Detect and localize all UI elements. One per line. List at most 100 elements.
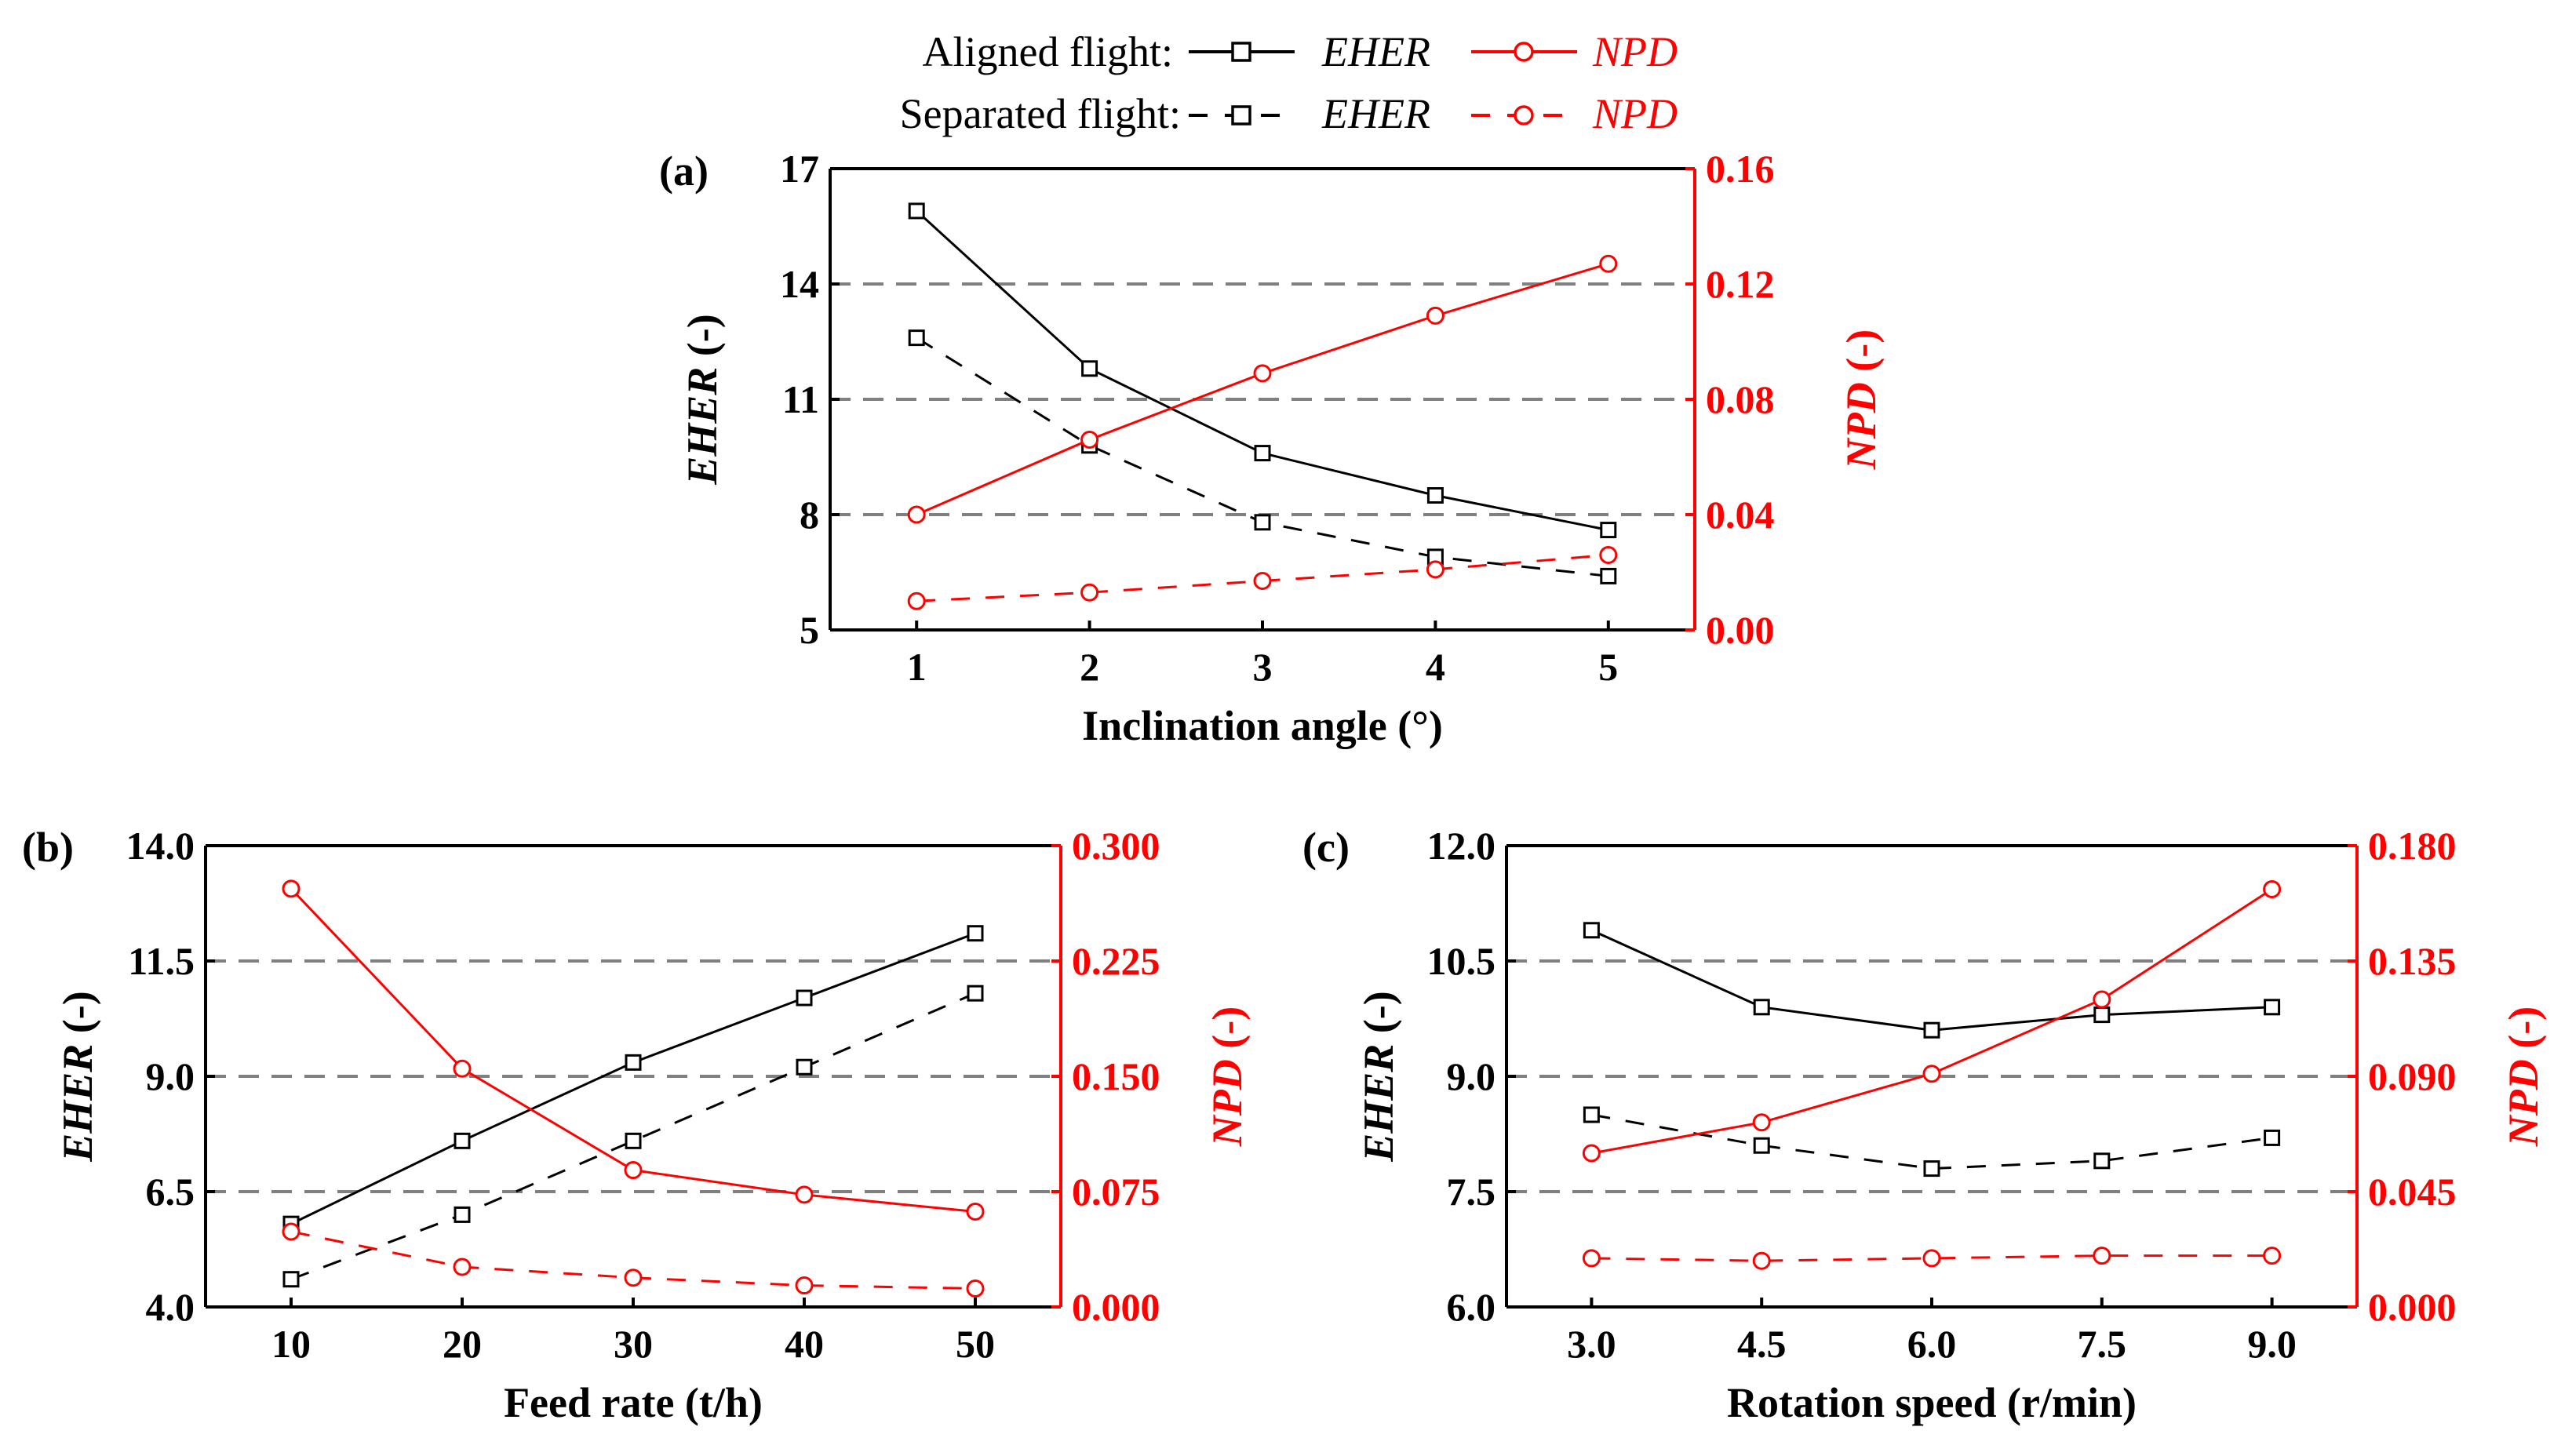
y-left-tick-label-b-2: 9.0 — [146, 1054, 195, 1098]
y-left-tick-label-a-0: 5 — [800, 608, 819, 652]
x-axis-title-b: Feed rate (t/h) — [504, 1379, 763, 1426]
marker-c-2-0 — [1582, 1144, 1601, 1163]
y-left-axis-title-a: EHER (-) — [679, 314, 726, 486]
y-right-axis-title-c: NPD (-) — [2500, 1006, 2547, 1147]
marker-b-3-2 — [624, 1269, 643, 1287]
legend-aligned-npd-marker — [1514, 42, 1534, 62]
y-right-tick-label-c-1: 0.045 — [2368, 1170, 2457, 1214]
y-left-axis-title-b: EHER (-) — [54, 991, 101, 1163]
y-left-axis-title-var-b: EHER — [54, 1044, 101, 1163]
legend-separated-npd-marker — [1514, 105, 1534, 126]
y-left-tick-label-c-1: 7.5 — [1447, 1170, 1496, 1214]
y-right-axis-title-b: NPD (-) — [1204, 1006, 1251, 1147]
marker-a-3-3 — [1426, 560, 1444, 579]
marker-c-2-2 — [1922, 1065, 1941, 1083]
series-line-b-1 — [290, 992, 976, 1281]
series-line-c-0 — [1590, 929, 2272, 1032]
y-right-tick-label-a-2: 0.08 — [1706, 377, 1775, 421]
series-line-b-0 — [290, 932, 976, 1225]
x-axis-title-a: Inclination angle (°) — [1082, 702, 1443, 749]
marker-b-3-0 — [282, 1222, 301, 1241]
x-tick-label-b-1: 20 — [443, 1322, 482, 1366]
marker-a-0-4 — [1600, 522, 1617, 539]
marker-b-1-1 — [454, 1206, 471, 1223]
panel-label-c: (c) — [1302, 824, 1350, 871]
marker-a-3-2 — [1253, 572, 1272, 591]
y-right-axis-title-unit-c: (-) — [2500, 1006, 2547, 1059]
marker-a-2-4 — [1599, 254, 1618, 273]
marker-c-2-4 — [2263, 880, 2282, 899]
series-line-a-2 — [916, 262, 1609, 516]
marker-b-2-0 — [282, 879, 301, 898]
marker-b-3-4 — [966, 1279, 985, 1298]
legend-aligned-label: Aligned flight: — [923, 28, 1173, 75]
marker-c-0-3 — [2093, 1006, 2111, 1024]
marker-a-0-1 — [1081, 360, 1098, 377]
marker-c-3-4 — [2263, 1247, 2282, 1265]
y-left-tick-label-b-1: 6.5 — [146, 1170, 195, 1214]
y-right-tick-label-b-0: 0.000 — [1072, 1285, 1160, 1329]
marker-a-1-2 — [1254, 514, 1271, 531]
x-axis-title-c: Rotation speed (r/min) — [1727, 1379, 2137, 1426]
y-left-tick-label-b-4: 14.0 — [126, 824, 195, 868]
y-right-tick-label-a-1: 0.04 — [1706, 493, 1775, 537]
x-tick-label-a-4: 5 — [1598, 645, 1618, 689]
marker-c-0-0 — [1583, 922, 1600, 939]
y-left-axis-title-var-c: EHER — [1355, 1044, 1402, 1163]
legend-aligned-eher-label: EHER — [1321, 28, 1430, 75]
marker-b-1-0 — [282, 1271, 300, 1288]
marker-c-0-1 — [1753, 999, 1770, 1016]
marker-b-3-3 — [795, 1276, 814, 1295]
panel-label-b: (b) — [22, 824, 74, 871]
legend-aligned-eher-marker — [1231, 42, 1251, 62]
x-tick-label-b-0: 10 — [271, 1322, 311, 1366]
marker-a-2-2 — [1253, 364, 1272, 383]
y-right-tick-label-a-4: 0.16 — [1706, 147, 1775, 191]
y-right-tick-label-b-1: 0.075 — [1072, 1170, 1160, 1214]
x-tick-label-a-0: 1 — [907, 645, 927, 689]
marker-a-2-1 — [1080, 430, 1099, 449]
marker-b-2-3 — [795, 1185, 814, 1204]
marker-b-0-1 — [454, 1132, 471, 1149]
y-left-axis-title-unit-c: (-) — [1355, 991, 1402, 1043]
x-tick-label-c-4: 9.0 — [2247, 1322, 2297, 1366]
marker-c-2-3 — [2093, 990, 2111, 1009]
y-left-tick-label-c-4: 12.0 — [1427, 824, 1496, 868]
y-left-tick-label-c-3: 10.5 — [1427, 939, 1496, 983]
marker-c-1-0 — [1583, 1106, 1600, 1123]
y-left-tick-label-b-0: 4.0 — [146, 1285, 195, 1329]
marker-c-1-4 — [2264, 1129, 2281, 1146]
legend-separated-eher-label: EHER — [1321, 90, 1430, 137]
marker-c-3-3 — [2093, 1247, 2111, 1265]
x-tick-label-a-3: 4 — [1426, 645, 1445, 689]
y-right-tick-label-c-2: 0.090 — [2368, 1054, 2457, 1098]
marker-a-0-2 — [1254, 445, 1271, 462]
marker-c-0-2 — [1923, 1021, 1940, 1039]
marker-c-1-2 — [1923, 1160, 1940, 1178]
y-left-axis-title-var-a: EHER — [679, 367, 726, 486]
marker-a-2-3 — [1426, 306, 1444, 325]
legend-separated-eher-marker — [1231, 105, 1251, 126]
y-right-axis-title-var-a: NPD — [1838, 382, 1885, 470]
y-right-tick-label-b-2: 0.150 — [1072, 1054, 1160, 1098]
y-right-tick-label-a-0: 0.00 — [1706, 608, 1775, 652]
y-left-tick-label-a-3: 14 — [780, 262, 819, 306]
x-tick-label-b-4: 50 — [956, 1322, 995, 1366]
marker-b-1-3 — [796, 1058, 813, 1076]
x-tick-label-c-1: 4.5 — [1737, 1322, 1787, 1366]
marker-c-3-0 — [1582, 1249, 1601, 1268]
marker-b-1-4 — [967, 985, 984, 1002]
marker-b-2-4 — [966, 1202, 985, 1221]
x-tick-label-b-2: 30 — [614, 1322, 653, 1366]
x-tick-label-a-1: 2 — [1080, 645, 1099, 689]
marker-a-0-3 — [1426, 487, 1444, 504]
y-left-axis-title-unit-b: (-) — [54, 991, 101, 1043]
marker-a-3-1 — [1080, 583, 1099, 602]
y-left-tick-label-c-2: 9.0 — [1447, 1054, 1496, 1098]
y-right-tick-label-c-0: 0.000 — [2368, 1285, 2457, 1329]
legend: Aligned flight: EHER NPD Separated fligh… — [900, 28, 1678, 137]
y-left-tick-label-a-2: 11 — [782, 377, 819, 421]
marker-a-1-0 — [908, 329, 925, 347]
